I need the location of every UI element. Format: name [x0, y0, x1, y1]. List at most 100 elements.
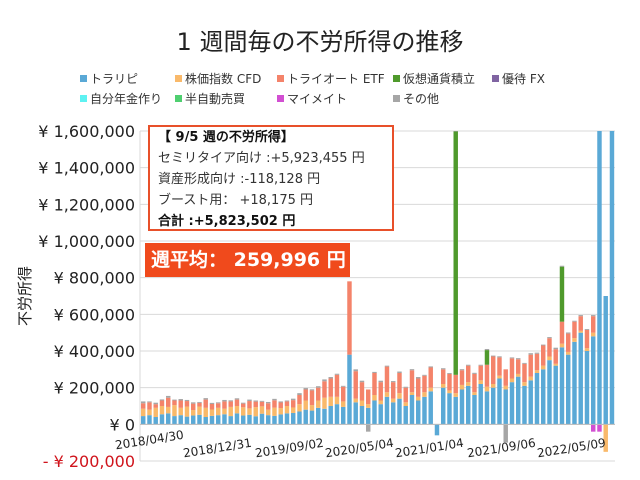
bar-segment — [141, 416, 146, 425]
bar-segment — [547, 338, 552, 357]
bar-segment — [372, 400, 377, 425]
bar-segment — [547, 356, 552, 361]
y-tick-label: ¥ 0 — [110, 415, 135, 434]
bar-segment — [203, 398, 208, 400]
bar-segment — [391, 398, 396, 403]
legend-label: トラリピ — [90, 72, 139, 86]
bar-segment — [459, 370, 465, 385]
bar-segment — [141, 408, 146, 417]
bar-segment — [403, 387, 408, 403]
bar-stack — [578, 315, 583, 425]
bar-segment — [197, 401, 202, 403]
bar-segment — [466, 382, 471, 386]
bar-segment — [559, 347, 565, 425]
bar-segment — [516, 359, 521, 374]
bar-stack — [234, 398, 240, 425]
bar-segment — [228, 401, 233, 407]
bar-segment — [259, 400, 265, 402]
legend-label: トライオート ETF — [287, 72, 385, 86]
bar-segment — [322, 397, 327, 409]
bar-segment — [253, 416, 258, 425]
bar-segment — [191, 410, 196, 416]
bar-segment — [266, 401, 271, 404]
bar-segment — [497, 378, 502, 425]
x-tick-label: 2021/09/06 — [466, 436, 537, 461]
bar-segment — [291, 412, 296, 425]
bar-segment — [478, 365, 483, 381]
bar-segment — [409, 370, 415, 393]
bar-segment — [178, 400, 183, 408]
bar-stack — [547, 337, 552, 425]
bar-segment — [428, 391, 433, 425]
bar-segment — [359, 400, 365, 406]
bar-stack — [253, 400, 258, 425]
bar-segment — [491, 384, 496, 388]
bar-segment — [303, 400, 308, 410]
legend-item: トライオート ETF — [277, 70, 385, 87]
bar-segment — [259, 401, 265, 407]
bar-segment — [228, 406, 233, 417]
bar-segment — [584, 348, 590, 351]
bar-segment — [397, 393, 402, 399]
bar-segment — [391, 382, 396, 399]
y-tick-label: ¥ 200,000 — [54, 379, 135, 398]
bar-segment — [166, 413, 171, 425]
bar-segment — [328, 406, 333, 425]
bar-stack — [484, 348, 490, 425]
bar-segment — [509, 358, 515, 379]
bar-segment — [478, 380, 483, 384]
legend-item: 株価指数 CFD — [175, 70, 261, 87]
bar-segment — [203, 417, 208, 425]
bar-segment — [559, 321, 565, 344]
bar-segment — [441, 384, 446, 388]
bar-segment — [547, 360, 552, 425]
bar-segment — [341, 401, 346, 407]
bar-stack — [428, 366, 433, 425]
bar-segment — [541, 344, 546, 346]
bar-segment — [259, 413, 265, 425]
bar-stack — [203, 398, 208, 425]
bar-segment — [147, 409, 152, 416]
bar-stack — [603, 296, 608, 452]
bar-segment — [334, 374, 340, 397]
bar-segment — [347, 354, 352, 425]
bar-segment — [572, 338, 577, 342]
bar-stack — [166, 395, 171, 425]
bar-segment — [278, 402, 283, 409]
bar-stack — [366, 389, 371, 432]
bar-stack — [509, 357, 515, 425]
bar-segment — [484, 386, 490, 392]
bar-segment — [509, 378, 515, 383]
bar-segment — [216, 407, 221, 416]
bar-stack — [591, 315, 596, 432]
bar-segment — [172, 399, 177, 401]
bar-stack — [541, 344, 546, 425]
bar-segment — [222, 399, 227, 402]
bar-segment — [366, 424, 371, 432]
bar-stack — [241, 402, 246, 425]
bar-segment — [153, 417, 158, 425]
bar-segment — [359, 382, 365, 401]
y-tick-label: ¥ 1,000,000 — [38, 232, 135, 251]
bar-segment — [472, 392, 477, 395]
bar-segment — [522, 363, 527, 383]
bar-segment — [572, 320, 577, 322]
bar-segment — [503, 389, 508, 425]
bar-stack — [147, 401, 152, 425]
bar-segment — [441, 369, 446, 384]
bar-stack — [159, 399, 165, 425]
bar-segment — [234, 413, 240, 425]
bar-stack — [191, 402, 196, 425]
bar-stack — [172, 399, 177, 425]
bar-segment — [572, 341, 577, 425]
bar-segment — [378, 382, 383, 401]
bar-segment — [553, 363, 558, 366]
bar-segment — [559, 266, 565, 322]
y-tick-label: - ¥ 200,000 — [43, 452, 135, 471]
bar-segment — [491, 355, 496, 357]
bar-stack — [309, 389, 315, 425]
legend-swatch — [393, 95, 400, 102]
bar-segment — [334, 373, 340, 375]
bar-segment — [284, 413, 290, 425]
bar-segment — [441, 368, 446, 370]
